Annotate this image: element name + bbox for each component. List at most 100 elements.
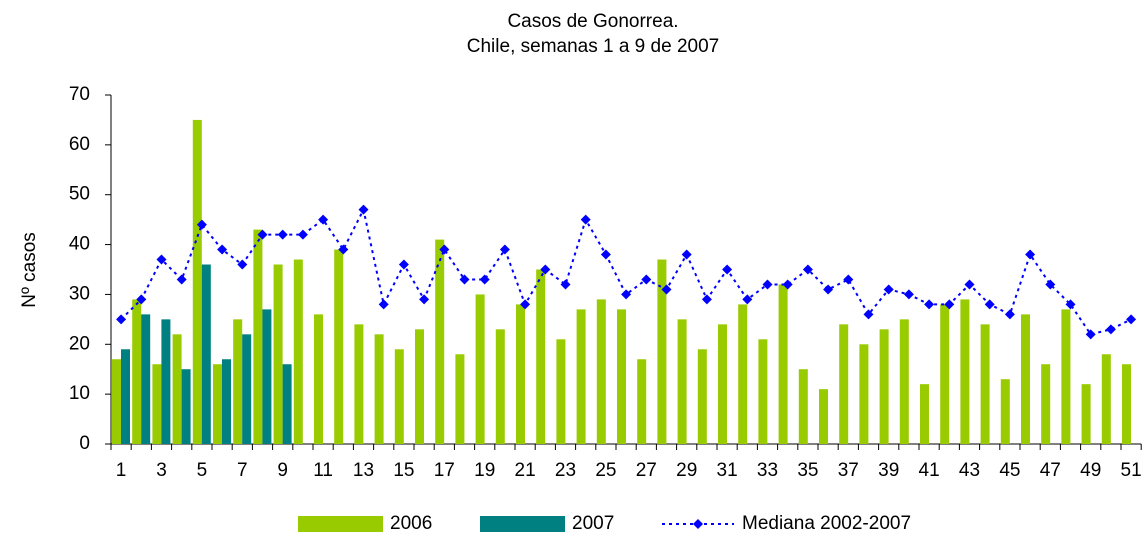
bar — [201, 264, 211, 444]
legend-swatch — [480, 516, 565, 532]
median-marker — [823, 284, 834, 295]
bar — [132, 299, 142, 444]
median-marker — [701, 294, 712, 305]
bar — [556, 339, 566, 444]
x-tick-label: 3 — [156, 460, 167, 481]
legend-marker — [693, 519, 703, 529]
y-tick-label: 30 — [69, 283, 90, 304]
median-marker — [499, 244, 510, 255]
bar — [273, 264, 283, 444]
legend-label: Mediana 2002-2007 — [742, 513, 911, 534]
median-marker — [1085, 329, 1096, 340]
bar — [697, 349, 707, 444]
median-marker — [722, 264, 733, 275]
bar — [920, 384, 929, 444]
median-marker — [621, 289, 632, 300]
bar — [657, 259, 667, 444]
bar — [1021, 314, 1030, 444]
bar — [1081, 384, 1091, 444]
bar — [233, 319, 243, 444]
median-marker — [782, 279, 793, 290]
median-marker — [479, 274, 490, 285]
median-marker — [116, 314, 127, 325]
x-tick-label: 25 — [595, 460, 616, 481]
x-tick-label: 33 — [757, 460, 778, 481]
bar — [899, 319, 909, 444]
median-marker — [964, 279, 975, 290]
y-tick-label: 0 — [79, 433, 90, 454]
median-marker — [459, 274, 470, 285]
median-marker — [944, 299, 955, 310]
median-marker — [217, 244, 228, 255]
bar — [394, 349, 404, 444]
bar — [334, 249, 344, 444]
bar — [879, 329, 889, 444]
median-marker — [600, 249, 611, 260]
median-marker — [156, 254, 167, 265]
bar — [354, 324, 364, 444]
x-tick-label: 27 — [636, 460, 657, 481]
bar — [1101, 354, 1111, 444]
x-tick-label: 1 — [116, 460, 127, 481]
bar — [242, 334, 252, 444]
bar — [141, 314, 151, 444]
median-line — [120, 206, 1132, 336]
bar — [112, 359, 121, 444]
median-marker — [924, 299, 935, 310]
median-marker — [398, 259, 409, 270]
median-marker — [1126, 314, 1137, 325]
median-marker — [318, 214, 329, 225]
bar — [617, 309, 626, 444]
median-marker — [984, 299, 995, 310]
y-tick-label: 70 — [69, 84, 90, 105]
bar — [758, 339, 768, 444]
median-marker — [863, 309, 874, 320]
median-marker — [540, 264, 551, 275]
x-tick-label: 11 — [313, 460, 333, 481]
bar — [798, 369, 808, 444]
median-marker — [237, 259, 248, 270]
bar — [738, 304, 748, 444]
x-tick-label: 31 — [717, 460, 738, 481]
median-marker — [560, 279, 571, 290]
bar — [718, 324, 727, 444]
bar — [121, 349, 130, 444]
bar — [859, 344, 869, 444]
x-tick-label: 19 — [474, 460, 495, 481]
bar — [536, 269, 546, 444]
bar — [1061, 309, 1071, 444]
legend-label: 2006 — [390, 513, 432, 534]
median-marker — [762, 279, 773, 290]
median-marker — [1004, 309, 1015, 320]
median-marker — [297, 229, 308, 240]
bar — [596, 299, 606, 444]
x-tick-label: 7 — [237, 460, 248, 481]
x-tick-label: 5 — [197, 460, 208, 481]
bar — [435, 239, 445, 444]
bar — [172, 334, 182, 444]
median-marker — [843, 274, 854, 285]
x-tick-label: 9 — [277, 460, 288, 481]
x-tick-label: 39 — [878, 460, 899, 481]
bar — [213, 364, 222, 444]
bar — [374, 334, 384, 444]
chart-subtitle: Chile, semanas 1 a 9 de 2007 — [467, 36, 719, 57]
bar — [778, 284, 788, 444]
bar — [677, 319, 687, 444]
bar — [576, 309, 586, 444]
median-marker — [883, 284, 894, 295]
x-tick-label: 35 — [797, 460, 818, 481]
x-tick-label: 47 — [1040, 460, 1061, 481]
bar — [637, 359, 647, 444]
bar — [222, 359, 231, 444]
y-tick-label: 50 — [69, 184, 90, 205]
bar — [282, 364, 292, 444]
x-tick-label: 13 — [353, 460, 374, 481]
bar — [181, 369, 191, 444]
bar — [980, 324, 990, 444]
bar — [839, 324, 849, 444]
bar — [415, 329, 424, 444]
median-marker — [1025, 249, 1036, 260]
x-tick-label: 51 — [1121, 460, 1142, 481]
